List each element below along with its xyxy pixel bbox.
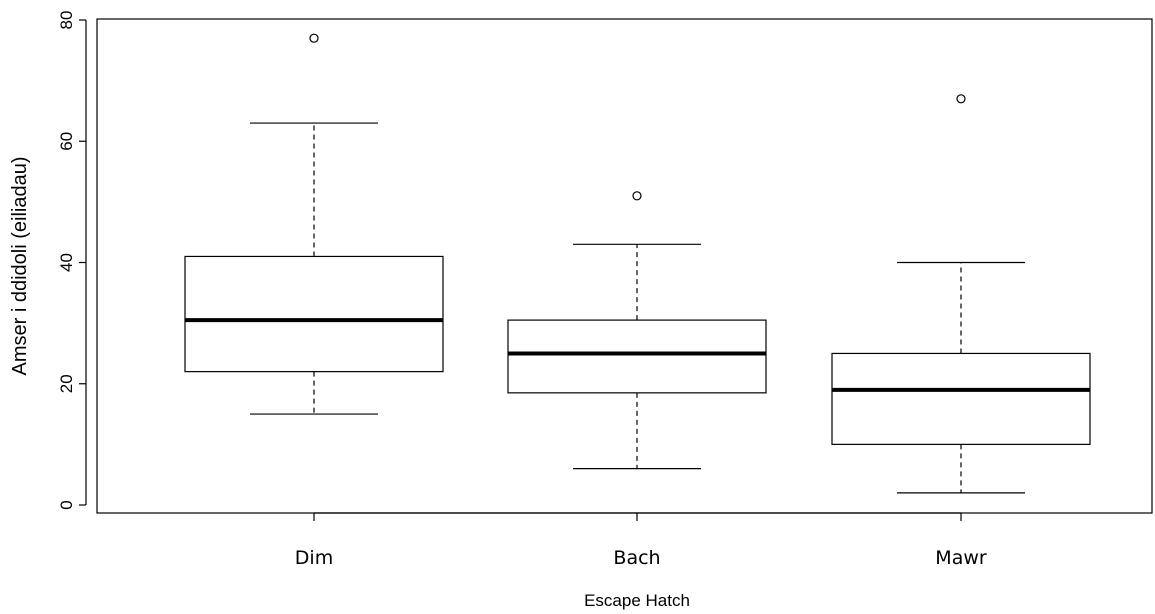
y-tick-label-60: 60 <box>57 132 76 151</box>
y-tick-label-40: 40 <box>57 253 76 272</box>
outlier-bach-0 <box>632 191 642 201</box>
box-bach <box>507 191 767 470</box>
x-axis: Dim Bach Mawr <box>295 512 987 569</box>
y-tick-label-0: 0 <box>57 500 76 509</box>
boxes-layer <box>184 33 1091 494</box>
x-tick-label-bach: Bach <box>613 547 660 569</box>
box-mawr <box>831 94 1091 494</box>
y-axis: 0 20 40 60 80 <box>57 11 87 510</box>
x-tick-label-dim: Dim <box>295 547 333 569</box>
y-tick-label-80: 80 <box>57 11 76 30</box>
y-tick-label-20: 20 <box>57 374 76 393</box>
iqr-box-mawr <box>831 352 1091 445</box>
outlier-dim-0 <box>309 33 319 43</box>
iqr-box-bach <box>507 319 767 394</box>
x-tick-label-mawr: Mawr <box>935 547 987 569</box>
outlier-mawr-0 <box>956 94 966 104</box>
y-axis-label: Amser i ddidoli (eiliadau) <box>9 157 31 376</box>
box-dim <box>184 33 444 415</box>
iqr-box-dim <box>184 255 444 373</box>
x-axis-label: Escape Hatch <box>584 591 690 610</box>
